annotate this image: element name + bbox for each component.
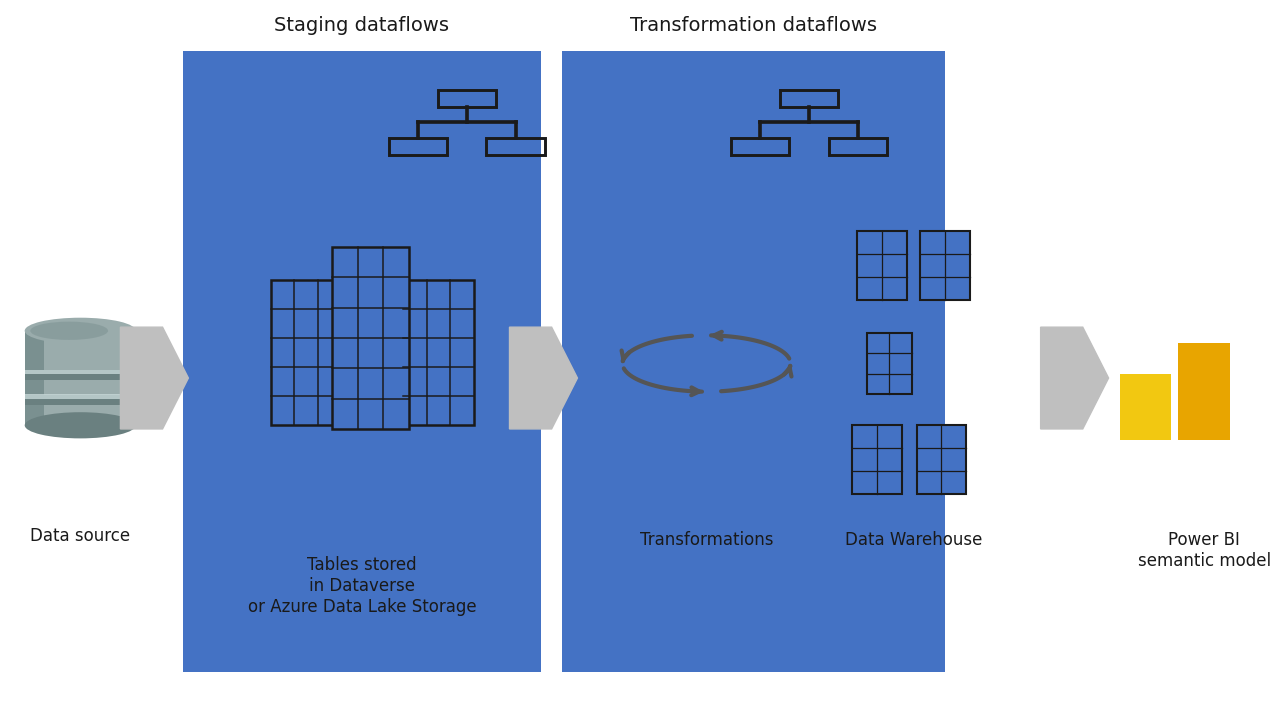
Bar bbox=[24, 394, 135, 399]
Ellipse shape bbox=[31, 321, 109, 340]
Bar bbox=[24, 331, 45, 425]
FancyBboxPatch shape bbox=[857, 231, 907, 300]
FancyBboxPatch shape bbox=[562, 51, 945, 672]
Text: Tables stored
in Dataverse
or Azure Data Lake Storage: Tables stored in Dataverse or Azure Data… bbox=[248, 556, 476, 616]
FancyBboxPatch shape bbox=[1179, 343, 1230, 440]
FancyBboxPatch shape bbox=[867, 333, 912, 394]
FancyBboxPatch shape bbox=[1120, 374, 1171, 440]
FancyBboxPatch shape bbox=[852, 425, 902, 494]
Polygon shape bbox=[120, 327, 189, 429]
Text: Transformation dataflows: Transformation dataflows bbox=[630, 16, 877, 35]
Ellipse shape bbox=[24, 412, 135, 438]
Polygon shape bbox=[510, 327, 577, 429]
Bar bbox=[24, 369, 135, 374]
Ellipse shape bbox=[24, 318, 135, 344]
Bar bbox=[24, 331, 135, 425]
FancyBboxPatch shape bbox=[183, 51, 541, 672]
FancyBboxPatch shape bbox=[917, 425, 965, 494]
FancyBboxPatch shape bbox=[402, 280, 474, 425]
FancyBboxPatch shape bbox=[332, 247, 409, 429]
FancyBboxPatch shape bbox=[271, 280, 342, 425]
Text: Staging dataflows: Staging dataflows bbox=[275, 16, 450, 35]
Text: Data Warehouse: Data Warehouse bbox=[845, 531, 983, 549]
Bar bbox=[24, 371, 135, 380]
Polygon shape bbox=[1041, 327, 1108, 429]
FancyBboxPatch shape bbox=[1237, 308, 1277, 440]
Text: Power BI
semantic model: Power BI semantic model bbox=[1138, 531, 1271, 569]
FancyBboxPatch shape bbox=[921, 231, 969, 300]
Text: Transformations: Transformations bbox=[640, 531, 774, 549]
Bar bbox=[24, 395, 135, 404]
Text: Data source: Data source bbox=[31, 527, 130, 545]
